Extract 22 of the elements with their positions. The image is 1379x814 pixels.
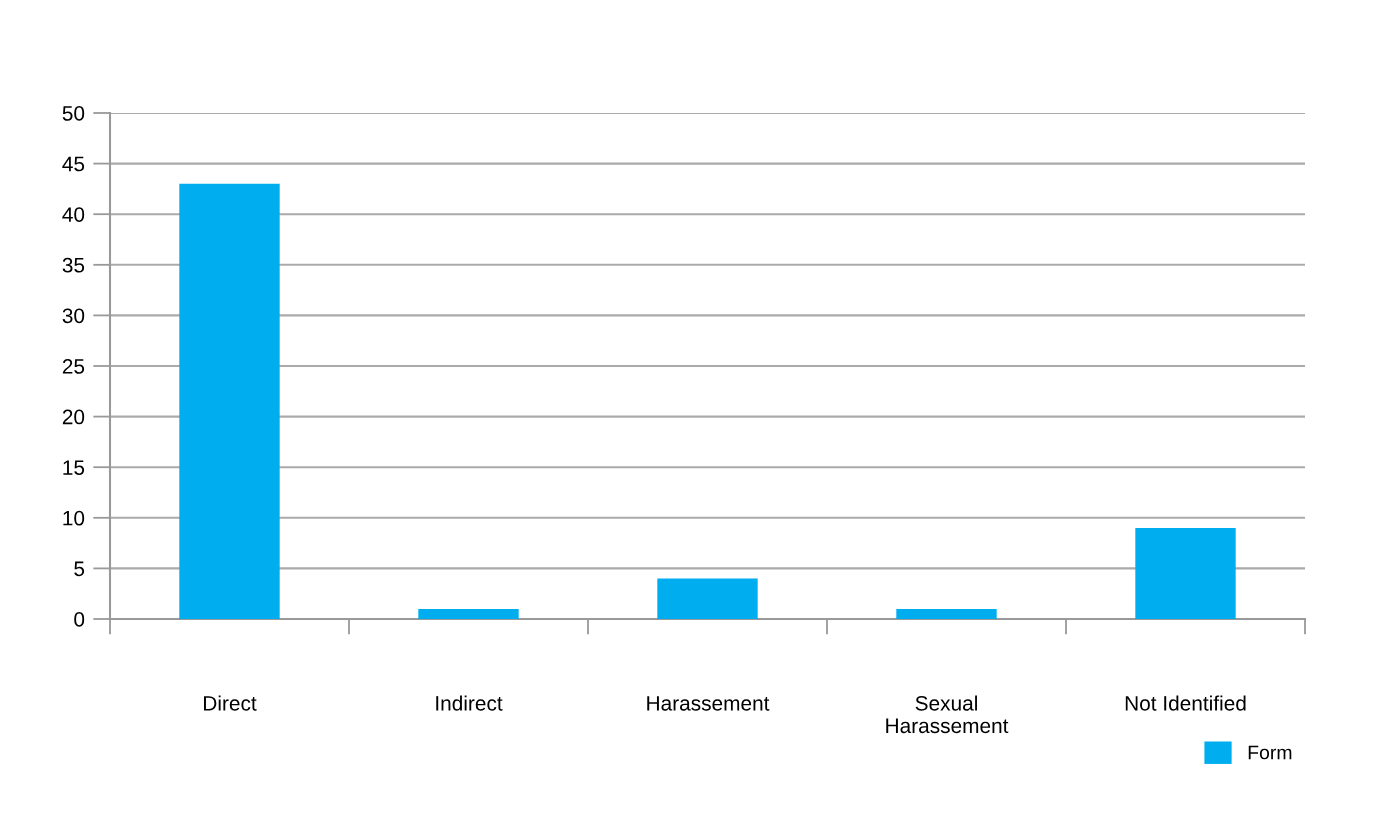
x-tick-label: Not Identified (1125, 695, 1246, 711)
y-tick-label: 15 (63, 460, 85, 475)
bar (657, 578, 758, 619)
y-tick-label: 25 (62, 359, 85, 374)
bar (418, 608, 519, 619)
y-tick-label: 10 (63, 510, 85, 526)
bar (179, 183, 280, 619)
y-tick-label: 35 (62, 257, 85, 273)
y-tick-label: 50 (62, 106, 85, 121)
y-tick-label: 20 (62, 409, 85, 425)
legend-label: Form (1248, 745, 1292, 760)
y-tick-label: 5 (74, 561, 85, 577)
x-tick-label: Sexual Harassement (886, 695, 1009, 734)
y-tick-label: 45 (62, 156, 85, 172)
y-tick-label: 30 (62, 308, 85, 324)
bar (896, 608, 997, 619)
bar (1135, 527, 1236, 619)
x-tick-label: Harassement (647, 696, 770, 711)
x-tick-label: Indirect (436, 695, 503, 711)
x-tick-label: Direct (204, 695, 257, 711)
y-tick-label: 40 (62, 207, 85, 222)
y-tick-label: 0 (74, 612, 85, 627)
